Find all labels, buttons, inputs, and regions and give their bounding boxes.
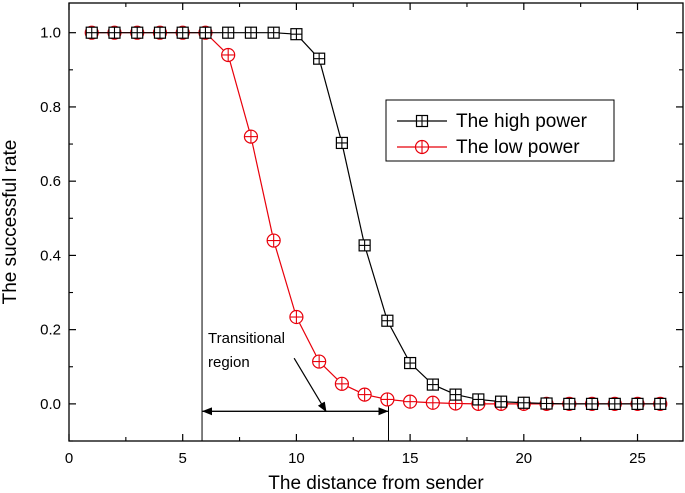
data-point <box>631 397 644 410</box>
legend-sample-high-power <box>397 114 447 128</box>
x-tick-label: 0 <box>65 450 73 467</box>
data-point <box>176 26 189 39</box>
y-tick-label: 0.6 <box>40 173 61 190</box>
data-point <box>334 376 349 391</box>
legend: The high power The low power <box>385 99 615 162</box>
data-point <box>563 397 576 410</box>
y-tick-label: 0.4 <box>40 247 61 264</box>
data-point <box>426 378 439 391</box>
data-point <box>312 354 327 369</box>
y-tick-label: 0.2 <box>40 322 61 339</box>
data-point <box>335 136 348 150</box>
axes: 0 5 10 15 20 25 0.0 0.2 0.4 0.6 0.8 1.0 <box>40 3 683 467</box>
data-point <box>290 28 303 41</box>
data-point <box>357 387 372 402</box>
legend-label-high-power: The high power <box>456 111 588 132</box>
annotation-pointer-arrow <box>293 357 327 413</box>
data-point <box>449 388 462 401</box>
data-point <box>540 397 553 410</box>
legend-sample-low-power <box>397 139 447 155</box>
data-point <box>199 26 212 39</box>
data-point <box>266 233 281 248</box>
y-tick-label: 0.0 <box>40 396 61 413</box>
data-point <box>381 314 394 327</box>
data-point <box>267 26 280 39</box>
data-point <box>221 47 236 63</box>
y-tick-label: 0.8 <box>40 99 61 116</box>
data-point <box>108 26 121 39</box>
x-tick-label: 10 <box>288 450 305 467</box>
data-point <box>654 397 667 410</box>
x-tick-label: 5 <box>179 450 187 467</box>
data-point <box>243 129 259 144</box>
data-point <box>289 309 304 325</box>
x-tick-label: 20 <box>515 450 532 467</box>
data-point <box>222 26 235 39</box>
series-high-power <box>85 26 667 410</box>
annotation-line-1: Transitional <box>208 330 285 347</box>
data-point <box>517 396 530 409</box>
data-point <box>404 356 417 370</box>
legend-marker <box>415 114 429 128</box>
data-point <box>85 26 98 39</box>
data-point <box>608 397 621 410</box>
data-point <box>494 395 508 408</box>
legend-marker <box>414 139 430 155</box>
data-point <box>358 239 371 252</box>
annotation-line-2: region <box>208 354 250 371</box>
data-point <box>244 26 258 39</box>
data-point <box>153 26 167 39</box>
x-tick-label: 15 <box>402 450 419 467</box>
y-axis-title: The successful rate <box>0 140 21 305</box>
data-point <box>472 393 485 406</box>
data-point <box>585 397 599 410</box>
data-point <box>380 392 395 407</box>
transitional-region-annotation: Transitional region <box>201 32 390 441</box>
data-point <box>131 26 144 39</box>
data-point <box>313 52 326 65</box>
y-tick-label: 1.0 <box>40 25 61 42</box>
data-point <box>403 394 418 409</box>
data-point <box>425 395 440 410</box>
x-axis-title: The distance from sender <box>268 473 484 493</box>
series-layer <box>84 25 668 411</box>
legend-label-low-power: The low power <box>456 137 580 158</box>
plot-area <box>68 2 684 442</box>
x-tick-label: 25 <box>629 450 646 467</box>
